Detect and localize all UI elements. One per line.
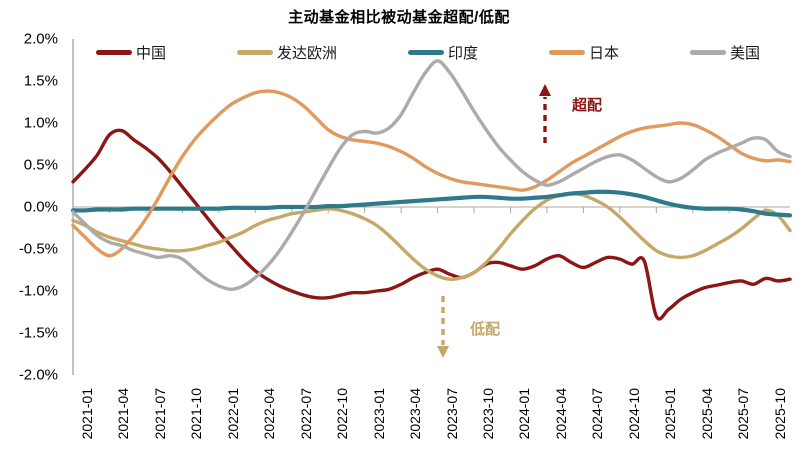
- page-title: 主动基金相比被动基金超配/低配: [288, 9, 510, 26]
- annotation-arrows-layer: [437, 84, 551, 358]
- x-axis-tick-label: 2024-01: [516, 388, 533, 440]
- x-axis-tick-label: 2025-07: [735, 388, 752, 440]
- series-line: [71, 59, 792, 292]
- x-axis-tick-label: 2024-10: [625, 388, 642, 440]
- legend-item-3[interactable]: 日本: [548, 42, 619, 63]
- x-axis-tick-label: 2025-01: [662, 388, 679, 440]
- x-axis-tick-label: 2022-01: [224, 388, 241, 440]
- series-line: [71, 191, 792, 281]
- x-axis-tick-label: 2023-01: [370, 388, 387, 440]
- x-axis-tick-label: 2021-01: [79, 388, 95, 440]
- y-axis-tick-label: 1.0%: [23, 114, 58, 132]
- legend-item-4[interactable]: 美国: [689, 42, 760, 63]
- x-axis-tick-label: 2024-04: [552, 388, 569, 440]
- y-axis-tick-label: 0.5%: [23, 156, 58, 174]
- y-axis-tick-label: -2.0%: [18, 366, 58, 384]
- legend-item-label: 发达欧洲: [276, 45, 337, 62]
- y-axis-tick-label: 2.0%: [23, 30, 58, 48]
- series-line: [71, 89, 792, 258]
- legend-swatch-icon: [407, 50, 444, 55]
- y-axis-labels: 2.0% 1.5% 1.0% 0.5% 0.0% -0.5% -1.0% -1.5% -2.0%: [0, 0, 66, 473]
- y-axis-tick-label: -1.5%: [18, 324, 58, 342]
- x-axis-tick-label: 2023-04: [407, 388, 424, 440]
- legend-item-0[interactable]: 中国: [96, 42, 166, 63]
- y-axis-tick-label: 0.0%: [23, 198, 58, 216]
- legend-swatch-icon: [236, 50, 273, 55]
- y-axis-tick-label: -1.0%: [18, 282, 58, 300]
- x-axis-tick-label: 2023-07: [443, 388, 460, 440]
- legend-item-2[interactable]: 印度: [407, 42, 478, 63]
- x-axis-tick-label: 2021-10: [188, 388, 205, 440]
- legend-item-1[interactable]: 发达欧洲: [236, 42, 337, 63]
- y-axis-tick-label: 1.5%: [23, 72, 58, 90]
- x-axis-tick-label: 2022-10: [334, 388, 351, 440]
- legend-item-label: 美国: [729, 45, 760, 62]
- arrow-up-head-icon: [539, 84, 551, 96]
- legend-item-label: 日本: [588, 45, 619, 62]
- arrow-down-head-icon: [437, 346, 449, 358]
- chart-legend: 中国 发达欧洲 印度 日本 美国: [96, 42, 776, 63]
- legend-swatch-icon: [689, 50, 726, 55]
- y-axis-tick-label: -0.5%: [18, 240, 58, 258]
- legend-swatch-icon: [96, 50, 132, 55]
- x-axis-tick-label: 2025-04: [698, 388, 715, 440]
- legend-item-label: 中国: [136, 45, 167, 62]
- series-line: [70, 189, 793, 218]
- x-axis-tick-label: 2025-10: [771, 388, 788, 440]
- series-lines-layer: [70, 59, 793, 321]
- x-axis-tick-label: 2021-07: [151, 388, 168, 440]
- x-axis-tick-label: 2022-07: [297, 388, 314, 440]
- annotation-underweight-label: 低配: [470, 321, 501, 338]
- x-axis-tick-label: 2022-04: [261, 388, 278, 440]
- x-axis-tick-label: 2023-10: [480, 388, 497, 440]
- x-axis-tick-label: 2024-07: [589, 388, 606, 440]
- legend-item-label: 印度: [447, 45, 478, 62]
- annotation-overweight-label: 超配: [572, 97, 603, 114]
- x-axis-tick-label: 2021-04: [115, 388, 132, 440]
- legend-swatch-icon: [548, 50, 585, 55]
- series-line: [71, 128, 792, 321]
